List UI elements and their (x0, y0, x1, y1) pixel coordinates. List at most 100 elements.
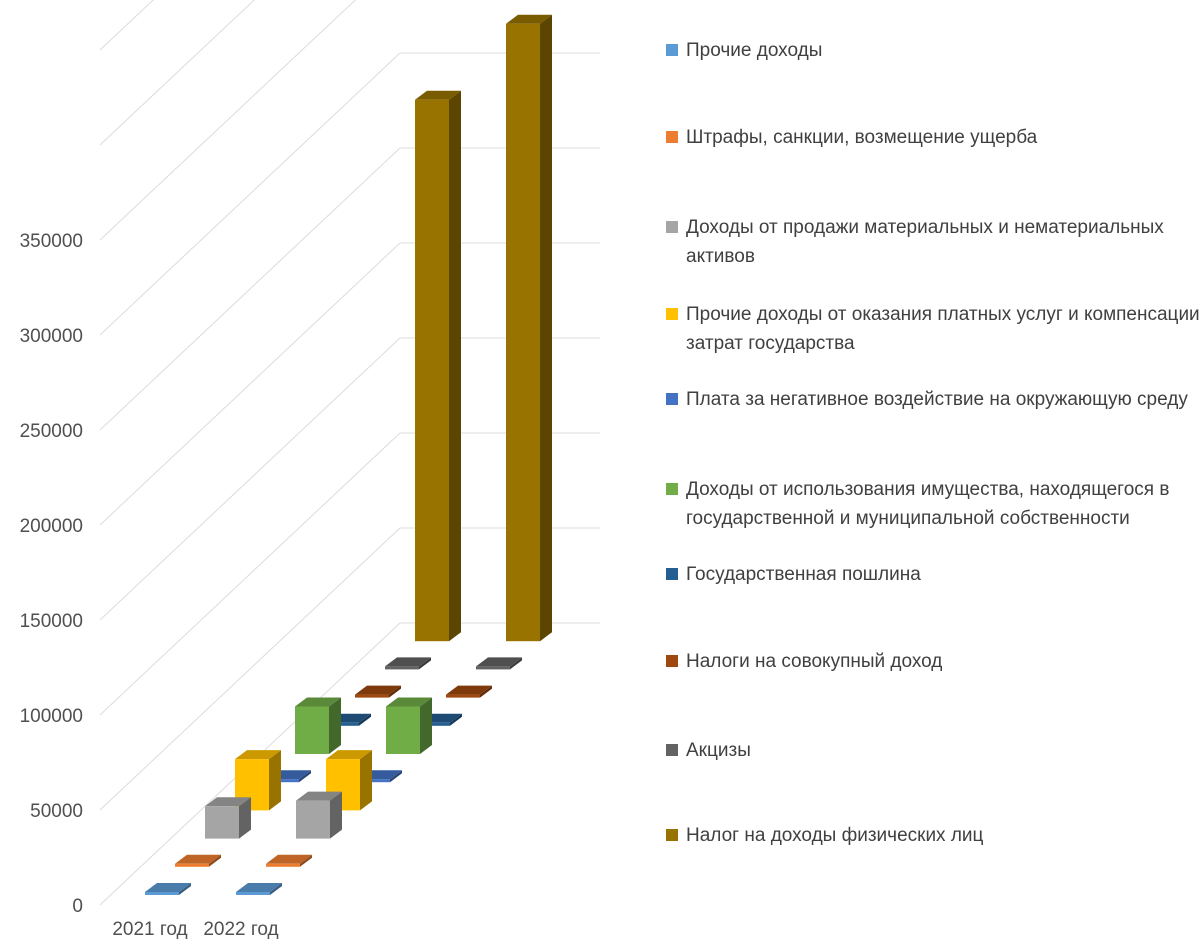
y-tick-label: 150000 (20, 611, 83, 632)
legend-swatch (666, 221, 678, 233)
legend-swatch (666, 44, 678, 56)
bar-side (269, 750, 281, 811)
bar-front (386, 706, 420, 754)
y-tick-label: 0 (72, 896, 83, 917)
legend-label: Доходы от использования имущества, наход… (686, 479, 1170, 529)
legend-label: Штрафы, санкции, возмещение ущерба (686, 127, 1038, 148)
gridline (99, 337, 401, 621)
legend-label: Акцизы (686, 740, 751, 761)
legend-item: Налог на доходы физических лиц (664, 821, 1200, 850)
y-tick-label: 200000 (20, 516, 83, 537)
legend-swatch (666, 655, 678, 667)
bar (385, 657, 431, 670)
bar (236, 883, 282, 895)
legend-item: Налоги на совокупный доход (664, 647, 1200, 676)
bar-top (446, 685, 492, 695)
bar-top (236, 883, 282, 892)
legend-label: Доходы от продажи материальных и нематер… (686, 217, 1164, 267)
gridline (99, 147, 401, 431)
x-axis: 2021 год 2022 год (112, 919, 278, 940)
bar-front (296, 800, 330, 839)
bar-side (209, 854, 221, 867)
legend-label: Налог на доходы физических лиц (686, 825, 984, 846)
bar-top (295, 697, 341, 707)
bar-side (330, 791, 342, 839)
gridline (99, 432, 401, 716)
bar-side (390, 770, 402, 783)
legend-swatch (666, 483, 678, 495)
y-tick-label: 300000 (20, 326, 83, 347)
gridline (99, 52, 401, 336)
bar-top (386, 697, 432, 707)
bar-top (205, 797, 251, 807)
bar (296, 791, 342, 839)
bars (145, 14, 552, 895)
bar-front (265, 779, 299, 783)
bar-top (415, 90, 461, 100)
legend-item: Прочие доходы от оказания платных услуг … (664, 300, 1200, 358)
bar-front (355, 694, 389, 698)
legend-label: Прочие доходы (686, 40, 823, 61)
bar-side (179, 883, 191, 895)
bar-top (506, 14, 552, 24)
bar-side (449, 90, 461, 642)
bar-front (175, 863, 209, 867)
legend-label: Налоги на совокупный доход (686, 651, 943, 672)
bar-side (540, 14, 552, 642)
bar (205, 797, 251, 839)
bar-side (360, 750, 372, 811)
legend-item: Штрафы, санкции, возмещение ущерба (664, 123, 1200, 152)
legend-label: Плата за негативное воздействие на окруж… (686, 389, 1188, 410)
bar-top (355, 685, 401, 695)
legend-item: Доходы от продажи материальных и нематер… (664, 213, 1200, 271)
y-tick-label: 350000 (20, 231, 83, 252)
gridline (99, 0, 154, 51)
x-tick-label: 2022 год (203, 919, 278, 940)
bar (175, 854, 221, 867)
bar-front (145, 892, 179, 895)
x-tick-label: 2021 год (112, 919, 187, 940)
gridline (99, 0, 255, 146)
gridline (99, 0, 357, 241)
bar-side (239, 797, 251, 839)
bar-front (506, 23, 540, 642)
y-tick-label: 50000 (30, 801, 83, 822)
bar-side (420, 697, 432, 754)
bar-side (480, 685, 492, 698)
bar-top (385, 657, 431, 667)
legend-item: Прочие доходы (664, 36, 1200, 65)
bar-side (300, 854, 312, 867)
bar-front (446, 694, 480, 698)
bar-front (476, 666, 510, 670)
bar-front (266, 863, 300, 867)
legend-label: Государственная пошлина (686, 564, 921, 585)
legend-swatch (666, 829, 678, 841)
bar-top (145, 883, 191, 892)
bar-side (359, 713, 371, 726)
bar (355, 685, 401, 698)
bar (386, 697, 432, 754)
legend-item: Акцизы (664, 736, 1200, 765)
bar-front (385, 666, 419, 670)
bar (145, 883, 191, 895)
bar (446, 685, 492, 698)
bar (266, 854, 312, 867)
gridline (99, 242, 401, 526)
bar-front (415, 99, 449, 642)
gridline (99, 527, 401, 811)
bar-side (299, 770, 311, 783)
bar (295, 697, 341, 754)
legend-swatch (666, 131, 678, 143)
legend-swatch (666, 568, 678, 580)
bar-front (295, 706, 329, 754)
legend-item: Плата за негативное воздействие на окруж… (664, 385, 1200, 414)
y-tick-label: 250000 (20, 421, 83, 442)
bar (415, 90, 461, 642)
legend-swatch (666, 744, 678, 756)
bar-front (205, 806, 239, 839)
bar-side (270, 883, 282, 895)
bar-front (356, 779, 390, 783)
y-axis: 0 50000 100000 150000 200000 250000 300000 3500… (20, 231, 83, 917)
legend-swatch (666, 393, 678, 405)
